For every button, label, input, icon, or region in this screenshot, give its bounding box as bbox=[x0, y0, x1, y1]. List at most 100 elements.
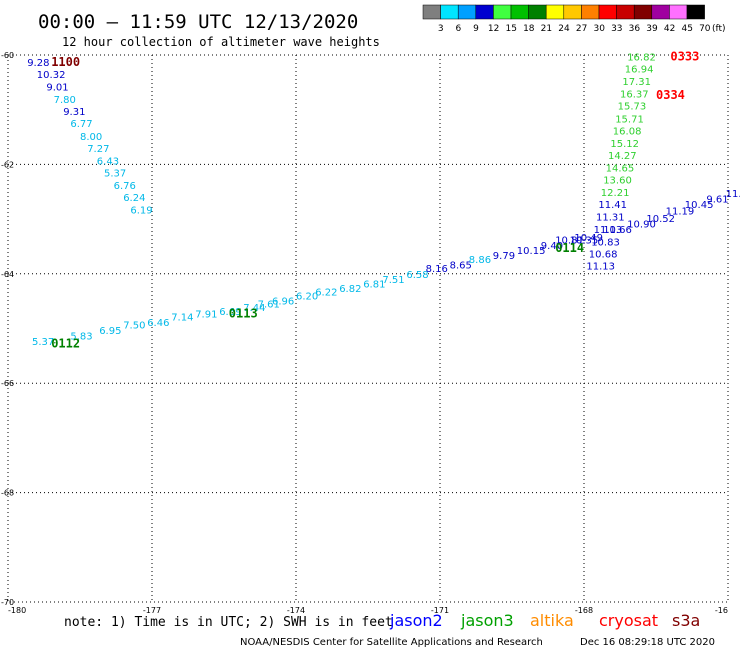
colorbar-label: 21 bbox=[541, 24, 552, 34]
data-label-jason3: 7.50 bbox=[123, 321, 145, 332]
colorbar-swatch bbox=[457, 4, 477, 20]
data-label-jason2: 9.01 bbox=[46, 83, 68, 94]
data-label-cryosat: 11.31 bbox=[596, 213, 625, 224]
data-label-jason2: 6.24 bbox=[123, 193, 145, 204]
data-label-cryosat: 15.73 bbox=[618, 102, 647, 113]
data-label-cryosat: 15.12 bbox=[610, 139, 639, 150]
series-legend: jason2 jason3 altika cryosat s3a bbox=[389, 611, 700, 630]
colorbar-label: 6 bbox=[456, 24, 462, 34]
data-label-jason3: 6.82 bbox=[339, 284, 361, 295]
data-label-jason3: 6.81 bbox=[363, 279, 385, 290]
y-tick-label: -70 bbox=[1, 598, 14, 607]
colorbar-swatch bbox=[581, 4, 600, 20]
data-label-jason3: 6.69 bbox=[219, 307, 241, 318]
colorbar-label: 70 bbox=[699, 24, 711, 34]
colorbar-label: 39 bbox=[646, 24, 658, 34]
data-label-jason3: 10.90 bbox=[627, 219, 656, 230]
legend-jason2: jason2 bbox=[389, 611, 443, 630]
colorbar-label: 9 bbox=[473, 24, 479, 34]
data-label-cryosat: 16.94 bbox=[625, 65, 654, 76]
colorbar-swatch bbox=[510, 4, 529, 20]
data-label-jason2: 9.28 bbox=[27, 58, 49, 69]
x-tick-label: -168 bbox=[575, 606, 593, 615]
colorbar-swatch bbox=[598, 4, 617, 20]
data-label-cryosat: 17.31 bbox=[622, 77, 651, 88]
data-marks: 9.2810.329.017.809.316.778.007.276.435.3… bbox=[27, 49, 740, 350]
data-label-jason3: 10.49 bbox=[574, 233, 603, 244]
data-label-cryosat: 16.82 bbox=[627, 52, 656, 63]
y-tick-label: -62 bbox=[1, 160, 14, 169]
plot-frame bbox=[7, 54, 729, 603]
colorbar: 3 6 9 12 15 18 21 24 27 30 33 36 39 42 45 70 bbox=[422, 4, 711, 34]
data-label-jason3: 10.35 bbox=[570, 236, 599, 247]
data-label-jason3: 6.22 bbox=[315, 288, 337, 299]
colorbar-label: 3 bbox=[438, 24, 444, 34]
footer-timestamp: Dec 16 08:29:18 UTC 2020 bbox=[580, 637, 715, 648]
colorbar-swatch bbox=[616, 4, 635, 20]
legend-jason3: jason3 bbox=[460, 611, 514, 630]
data-label-jason3: 7.51 bbox=[382, 275, 404, 286]
colorbar-label: 27 bbox=[576, 24, 587, 34]
data-label-jason3: 10.66 bbox=[603, 225, 632, 236]
y-tick-label: -66 bbox=[1, 379, 14, 388]
colorbar-label: 18 bbox=[523, 24, 535, 34]
pass-label-jason3: 0114 bbox=[555, 241, 584, 255]
colorbar-label: 33 bbox=[611, 24, 622, 34]
colorbar-swatch bbox=[528, 4, 547, 20]
data-label-cryosat: 16.37 bbox=[620, 90, 649, 101]
colorbar-swatch bbox=[440, 4, 459, 20]
data-label-jason3: 6.46 bbox=[147, 318, 169, 329]
data-label-jason3: 6.20 bbox=[296, 292, 318, 303]
data-label-jason3: 9.61 bbox=[706, 195, 728, 206]
x-tick-label: -180 bbox=[8, 606, 26, 615]
x-tick-label: -171 bbox=[431, 606, 449, 615]
footer-note: note: 1) Time is in UTC; 2) SWH is in fe… bbox=[64, 615, 393, 630]
colorbar-label: 12 bbox=[488, 24, 499, 34]
grid bbox=[8, 55, 728, 602]
data-label-jason3: 5.37 bbox=[32, 337, 54, 348]
colorbar-swatch bbox=[422, 4, 441, 20]
colorbar-label: 42 bbox=[664, 24, 675, 34]
data-label-jason3: 7.14 bbox=[171, 312, 193, 323]
colorbar-swatch bbox=[475, 4, 494, 20]
y-tick-label: -60 bbox=[1, 51, 14, 60]
colorbar-label: 30 bbox=[593, 24, 605, 34]
footer-credit: NOAA/NESDIS Center for Satellite Applica… bbox=[240, 637, 543, 648]
data-label-cryosat: 11.13 bbox=[594, 225, 623, 236]
chart-title: 00:00 – 11:59 UTC 12/13/2020 bbox=[38, 11, 358, 33]
data-label-cryosat: 16.08 bbox=[613, 126, 642, 137]
data-label-jason3: 8.86 bbox=[469, 255, 491, 266]
data-label-jason3: 9.79 bbox=[493, 251, 515, 262]
colorbar-swatch bbox=[669, 4, 688, 20]
data-label-jason2: 8.00 bbox=[80, 132, 102, 143]
data-label-jason3: 10.81 bbox=[555, 236, 584, 247]
y-tick-label: -68 bbox=[1, 489, 14, 498]
data-label-jason2: 9.31 bbox=[63, 107, 85, 118]
x-tick-label: -174 bbox=[287, 606, 305, 615]
colorbar-swatch bbox=[545, 4, 565, 20]
data-label-cryosat: 15.71 bbox=[615, 114, 644, 125]
data-label-jason3: 6.95 bbox=[99, 326, 121, 337]
colorbar-swatch bbox=[493, 4, 512, 20]
colorbar-label: 24 bbox=[558, 24, 570, 34]
pass-label-jason3: 0113 bbox=[229, 307, 258, 321]
colorbar-swatch bbox=[563, 4, 582, 20]
data-label-jason3: 10.15 bbox=[517, 246, 546, 257]
data-label-jason3: 11.48 bbox=[726, 189, 740, 200]
data-label-cryosat: 11.41 bbox=[598, 200, 627, 211]
pass-label-jason2: 1100 bbox=[51, 55, 80, 69]
data-label-jason3: 10.45 bbox=[685, 200, 714, 211]
chart-subtitle: 12 hour collection of altimeter wave hei… bbox=[62, 35, 380, 49]
data-label-cryosat: 14.27 bbox=[608, 151, 637, 162]
legend-s3a: s3a bbox=[672, 611, 700, 630]
data-label-cryosat: 10.68 bbox=[589, 249, 618, 260]
data-label-jason3: 7.44 bbox=[243, 303, 265, 314]
data-label-jason3: 11.19 bbox=[666, 207, 695, 218]
data-label-jason3: 7.91 bbox=[195, 310, 217, 321]
data-label-jason2: 6.19 bbox=[130, 206, 152, 217]
data-label-jason2: 6.43 bbox=[97, 156, 119, 167]
data-label-jason2: 6.77 bbox=[70, 119, 92, 130]
legend-cryosat: cryosat bbox=[599, 611, 658, 630]
data-label-jason3: 7.61 bbox=[258, 300, 280, 311]
